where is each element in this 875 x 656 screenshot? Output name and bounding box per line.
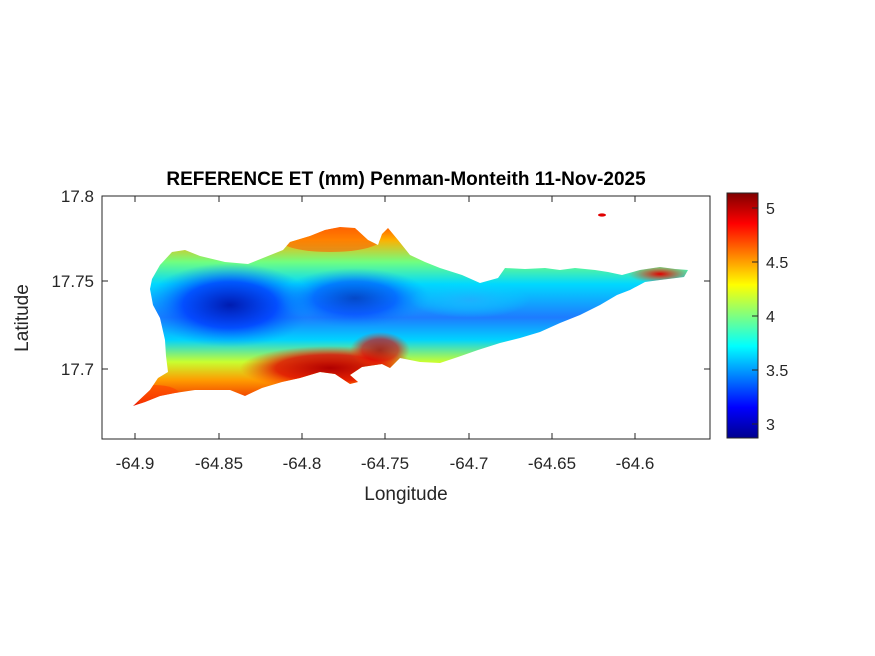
- y-tick-label: 17.8: [61, 187, 94, 206]
- y-tick-label: 17.75: [51, 272, 94, 291]
- x-tick-label: -64.6: [616, 454, 655, 473]
- islet-marker: [598, 213, 606, 217]
- y-axis: [102, 195, 108, 370]
- colorbar-tick-label: 3: [766, 417, 775, 434]
- x-tick-label: -64.65: [528, 454, 576, 473]
- chart-title: REFERENCE ET (mm) Penman-Monteith 11-Nov…: [166, 169, 646, 190]
- x-tick-label: -64.8: [283, 454, 322, 473]
- colorbar: 5 4.5 4 3.5 3: [726, 192, 788, 439]
- colorbar-tick-label: 4: [766, 309, 775, 326]
- x-tick-label: -64.9: [116, 454, 155, 473]
- x-axis-label: Longitude: [364, 484, 447, 505]
- x-tick-label: -64.85: [195, 454, 243, 473]
- y-tick-label: 17.7: [61, 360, 94, 379]
- plot-right-ticks: [704, 280, 710, 370]
- x-tick-label: -64.75: [361, 454, 409, 473]
- colorbar-tick-label: 4.5: [766, 255, 788, 272]
- x-axis: [134, 196, 636, 439]
- x-tick-label: -64.7: [450, 454, 489, 473]
- colorbar-tick-label: 3.5: [766, 363, 788, 380]
- colorbar-tick-label: 5: [766, 201, 775, 218]
- y-axis-label: Latitude: [12, 284, 33, 352]
